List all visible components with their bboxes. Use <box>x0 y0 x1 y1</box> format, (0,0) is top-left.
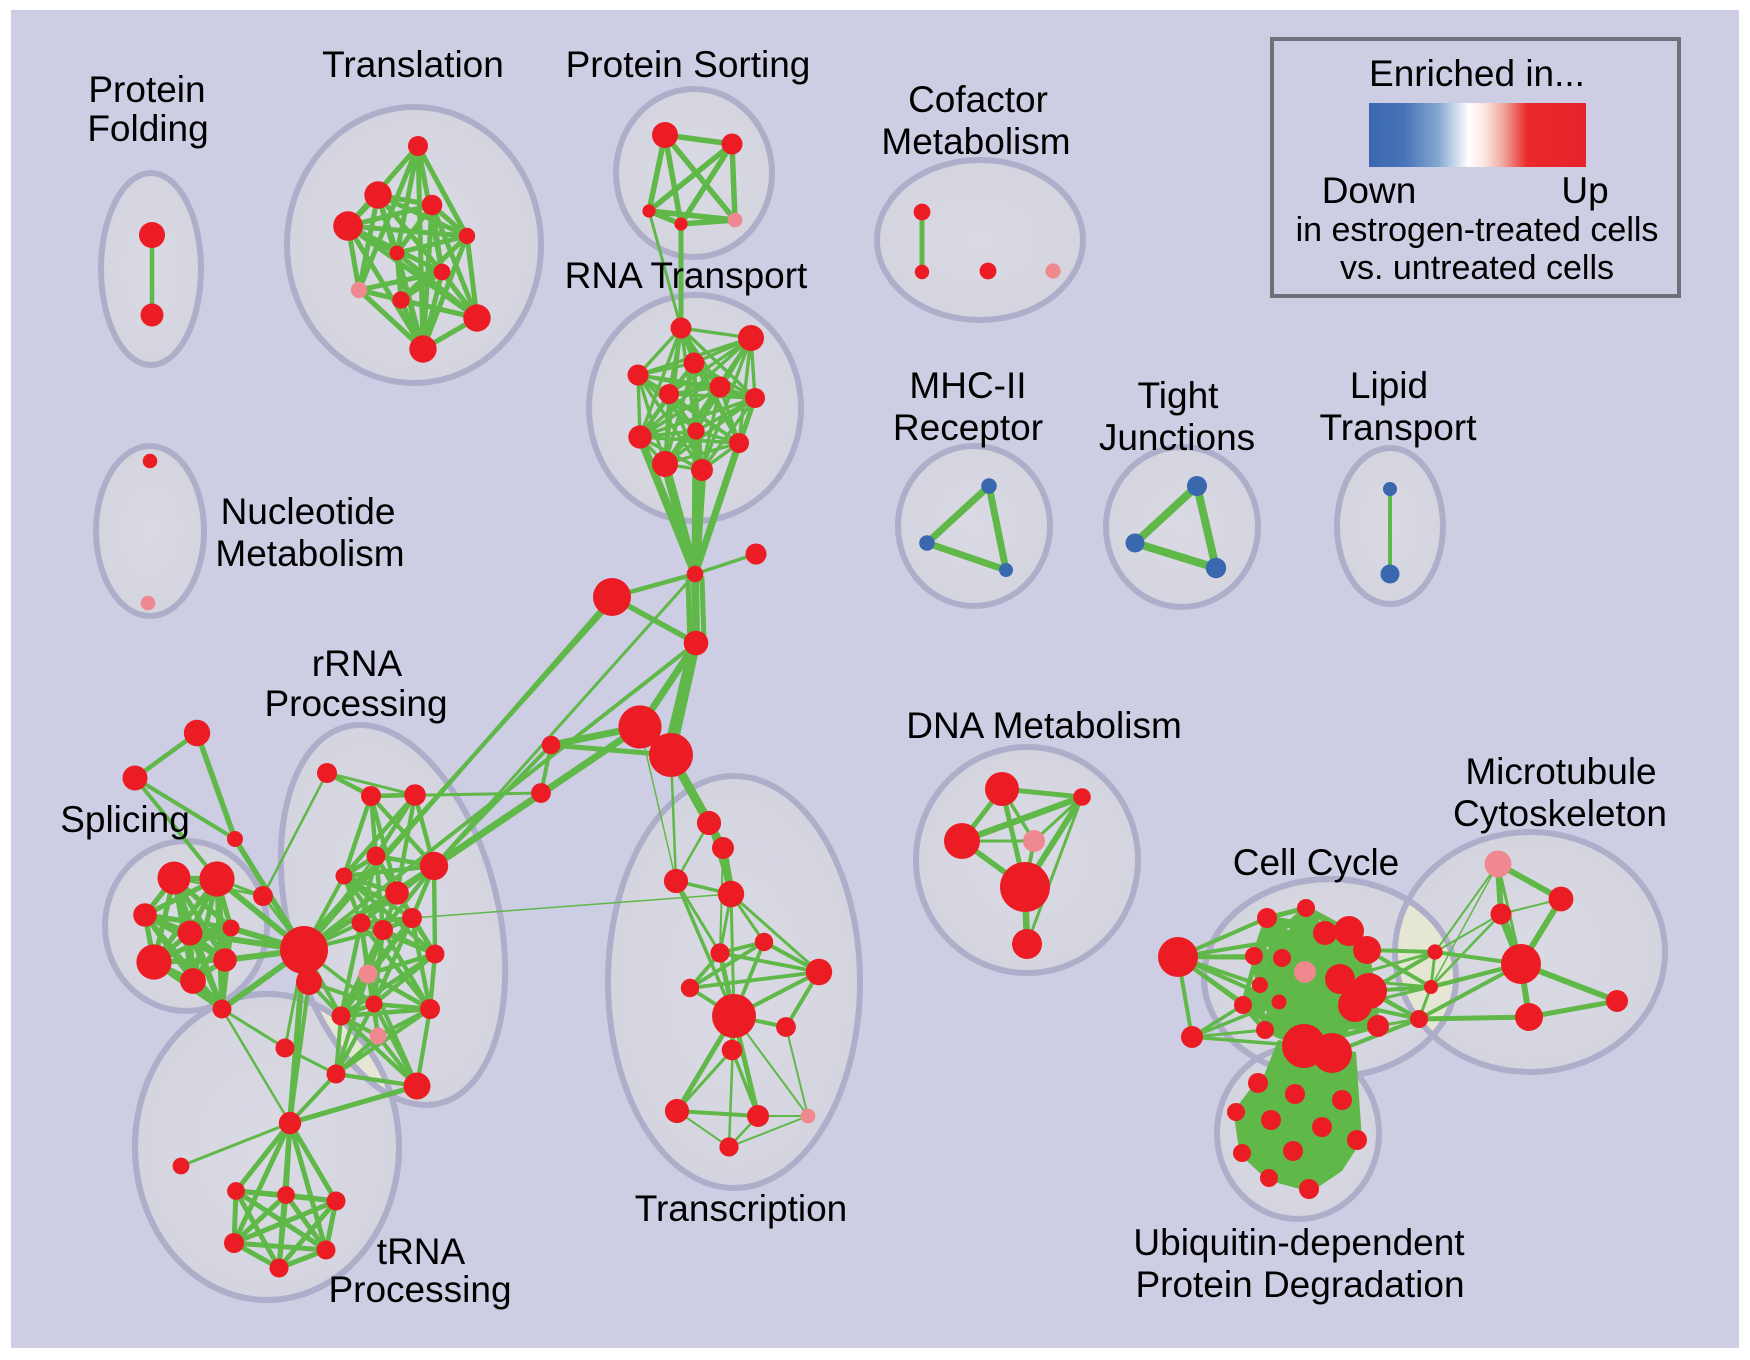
svg-text:Enriched in...: Enriched in... <box>1369 53 1585 94</box>
svg-text:in estrogen-treated cells: in estrogen-treated cells <box>1296 211 1659 249</box>
svg-text:Transcription: Transcription <box>635 1188 847 1229</box>
svg-text:Nucleotide: Nucleotide <box>221 491 396 532</box>
svg-text:RNA Transport: RNA Transport <box>565 255 808 296</box>
svg-text:Protein Sorting: Protein Sorting <box>566 44 811 85</box>
svg-text:Junctions: Junctions <box>1099 417 1255 458</box>
svg-text:MHC-II: MHC-II <box>909 365 1026 406</box>
svg-text:rRNA: rRNA <box>312 643 403 684</box>
svg-text:Cofactor: Cofactor <box>908 79 1048 120</box>
svg-text:Transport: Transport <box>1320 407 1478 448</box>
svg-text:Lipid: Lipid <box>1350 365 1428 406</box>
svg-text:Ubiquitin-dependent: Ubiquitin-dependent <box>1133 1222 1465 1263</box>
svg-text:DNA Metabolism: DNA Metabolism <box>906 705 1182 746</box>
svg-text:Processing: Processing <box>264 683 447 724</box>
svg-text:Microtubule: Microtubule <box>1465 751 1656 792</box>
svg-text:Receptor: Receptor <box>893 407 1043 448</box>
svg-text:Metabolism: Metabolism <box>215 533 404 574</box>
svg-text:Tight: Tight <box>1138 375 1220 416</box>
svg-text:Splicing: Splicing <box>60 799 190 840</box>
svg-text:tRNA: tRNA <box>377 1231 466 1272</box>
svg-text:Translation: Translation <box>322 44 504 85</box>
svg-text:Metabolism: Metabolism <box>881 121 1070 162</box>
svg-text:Protein: Protein <box>88 69 205 110</box>
svg-text:Cell Cycle: Cell Cycle <box>1233 842 1400 883</box>
svg-text:Down: Down <box>1322 170 1417 211</box>
svg-text:Folding: Folding <box>87 108 208 149</box>
svg-text:Up: Up <box>1561 170 1608 211</box>
svg-text:Protein Degradation: Protein Degradation <box>1135 1264 1464 1305</box>
svg-text:vs. untreated cells: vs. untreated cells <box>1340 249 1614 287</box>
svg-text:Processing: Processing <box>328 1269 511 1310</box>
svg-text:Cytoskeleton: Cytoskeleton <box>1453 793 1667 834</box>
